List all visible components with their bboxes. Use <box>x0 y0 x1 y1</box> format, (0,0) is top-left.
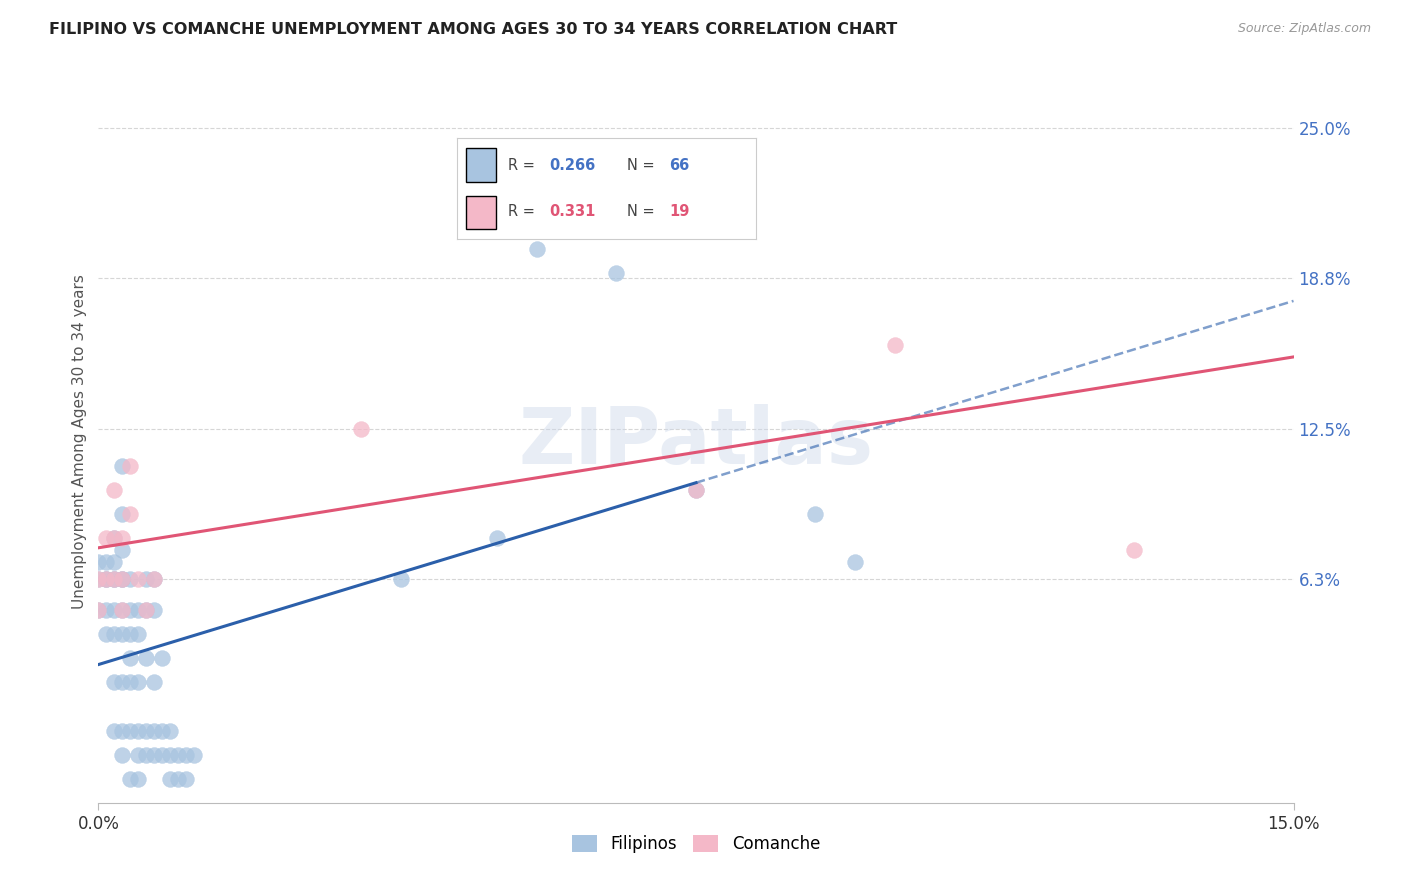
Point <box>96 531 118 545</box>
Point <box>127 772 149 786</box>
Point <box>685 483 707 497</box>
Point <box>120 603 142 617</box>
Point <box>605 266 627 280</box>
Point <box>103 531 125 545</box>
Point <box>127 723 149 738</box>
Point <box>96 555 118 569</box>
Point <box>159 772 181 786</box>
Point <box>127 747 149 762</box>
Point <box>127 572 149 586</box>
Point <box>103 572 125 586</box>
Point <box>111 603 134 617</box>
Text: ZIPatlas: ZIPatlas <box>519 403 873 480</box>
Point <box>96 627 118 641</box>
Point <box>103 603 125 617</box>
Point <box>135 747 157 762</box>
Point <box>135 723 157 738</box>
Point <box>96 572 118 586</box>
Point <box>87 603 110 617</box>
Point <box>685 483 707 497</box>
Point <box>167 772 190 786</box>
Point <box>485 531 508 545</box>
Point <box>135 572 157 586</box>
Text: Source: ZipAtlas.com: Source: ZipAtlas.com <box>1237 22 1371 36</box>
Point <box>87 572 110 586</box>
Point <box>87 572 110 586</box>
Point <box>103 572 125 586</box>
Point <box>87 603 110 617</box>
Point <box>120 723 142 738</box>
Point <box>350 423 373 437</box>
Point <box>111 507 134 521</box>
Point <box>389 572 412 586</box>
Point <box>174 747 197 762</box>
Point <box>120 507 142 521</box>
Point <box>127 675 149 690</box>
Point <box>111 603 134 617</box>
Point <box>183 747 205 762</box>
Point <box>174 772 197 786</box>
Point <box>150 747 173 762</box>
Point <box>111 723 134 738</box>
Point <box>143 572 166 586</box>
Point <box>111 572 134 586</box>
Point <box>127 603 149 617</box>
Point <box>135 603 157 617</box>
Point <box>120 458 142 473</box>
Y-axis label: Unemployment Among Ages 30 to 34 years: Unemployment Among Ages 30 to 34 years <box>72 274 87 609</box>
Point <box>159 723 181 738</box>
Point <box>103 531 125 545</box>
Legend: Filipinos, Comanche: Filipinos, Comanche <box>565 828 827 860</box>
Point <box>111 627 134 641</box>
Point <box>159 747 181 762</box>
Point <box>103 572 125 586</box>
Point <box>120 572 142 586</box>
Point <box>135 603 157 617</box>
Point <box>111 542 134 557</box>
Point <box>111 675 134 690</box>
Point <box>1123 542 1146 557</box>
Point <box>804 507 827 521</box>
Point <box>120 772 142 786</box>
Point <box>526 242 548 256</box>
Point <box>143 675 166 690</box>
Point <box>127 627 149 641</box>
Point <box>103 627 125 641</box>
Point <box>526 194 548 208</box>
Point <box>150 723 173 738</box>
Point <box>96 572 118 586</box>
Point <box>96 572 118 586</box>
Point <box>135 651 157 665</box>
Point <box>111 572 134 586</box>
Point <box>884 338 907 352</box>
Point <box>111 458 134 473</box>
Point <box>143 572 166 586</box>
Point <box>143 747 166 762</box>
Text: FILIPINO VS COMANCHE UNEMPLOYMENT AMONG AGES 30 TO 34 YEARS CORRELATION CHART: FILIPINO VS COMANCHE UNEMPLOYMENT AMONG … <box>49 22 897 37</box>
Point <box>87 555 110 569</box>
Point <box>120 651 142 665</box>
Point <box>111 572 134 586</box>
Point <box>120 627 142 641</box>
Point <box>143 603 166 617</box>
Point <box>96 603 118 617</box>
Point <box>167 747 190 762</box>
Point <box>111 747 134 762</box>
Point <box>103 555 125 569</box>
Point <box>103 483 125 497</box>
Point <box>103 723 125 738</box>
Point <box>120 675 142 690</box>
Point <box>111 531 134 545</box>
Point <box>150 651 173 665</box>
Point <box>143 723 166 738</box>
Point <box>844 555 866 569</box>
Point <box>103 675 125 690</box>
